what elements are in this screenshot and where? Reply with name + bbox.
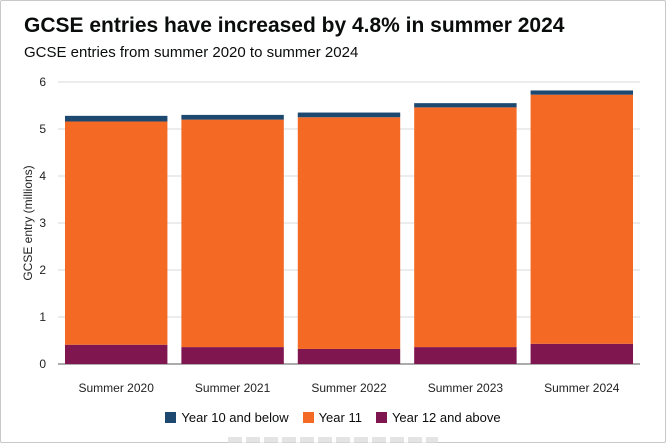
legend-item: Year 11 — [302, 410, 362, 425]
x-tick-label: Summer 2024 — [544, 381, 620, 395]
x-tick-label: Summer 2020 — [79, 381, 155, 395]
bar-segment — [181, 347, 284, 364]
x-tick-label: Summer 2022 — [311, 381, 387, 395]
x-tick-label: Summer 2023 — [428, 381, 504, 395]
y-tick-label: 1 — [39, 310, 46, 324]
chart-subtitle: GCSE entries from summer 2020 to summer … — [24, 44, 359, 61]
blurred-footer-text — [228, 437, 438, 443]
bar-segment — [64, 344, 168, 364]
legend-swatch — [375, 412, 387, 423]
bar-segment — [414, 107, 517, 348]
legend-label: Year 10 and below — [181, 410, 289, 425]
bar-segment — [297, 117, 401, 349]
chart-title: GCSE entries have increased by 4.8% in s… — [24, 14, 565, 37]
bar-segment — [181, 119, 284, 348]
y-tick-label: 3 — [39, 216, 46, 230]
y-tick-label: 6 — [39, 75, 46, 89]
bar-segment — [297, 348, 401, 364]
x-tick-label: Summer 2021 — [195, 381, 271, 395]
y-tick-label: 5 — [39, 122, 46, 136]
stacked-bar-chart: 0 1 2 3 4 5 6 GCSE entry (millions) Summer 2020 S… — [21, 75, 640, 395]
legend-item: Year 10 and below — [165, 410, 289, 425]
bar-segment — [297, 112, 401, 118]
y-axis-label: GCSE entry (millions) — [21, 165, 35, 280]
bar-segment — [530, 343, 634, 364]
legend-label: Year 11 — [318, 410, 362, 425]
bar-segment — [530, 94, 634, 344]
y-tick-label: 0 — [39, 357, 46, 371]
bar-segment — [64, 121, 168, 345]
legend-item: Year 12 and above — [375, 410, 501, 425]
y-tick-label: 2 — [39, 263, 46, 277]
legend-swatch — [165, 412, 177, 423]
bar-segment — [414, 103, 517, 108]
y-tick-label: 4 — [39, 169, 46, 183]
bar-segment — [64, 115, 168, 122]
legend-label: Year 12 and above — [391, 410, 501, 425]
bar-segment — [181, 114, 284, 120]
chart-legend: Year 10 and below Year 11 Year 12 and abov… — [0, 410, 666, 425]
legend-swatch — [302, 412, 314, 423]
bar-segment — [414, 347, 517, 364]
bar-segment — [530, 90, 634, 95]
